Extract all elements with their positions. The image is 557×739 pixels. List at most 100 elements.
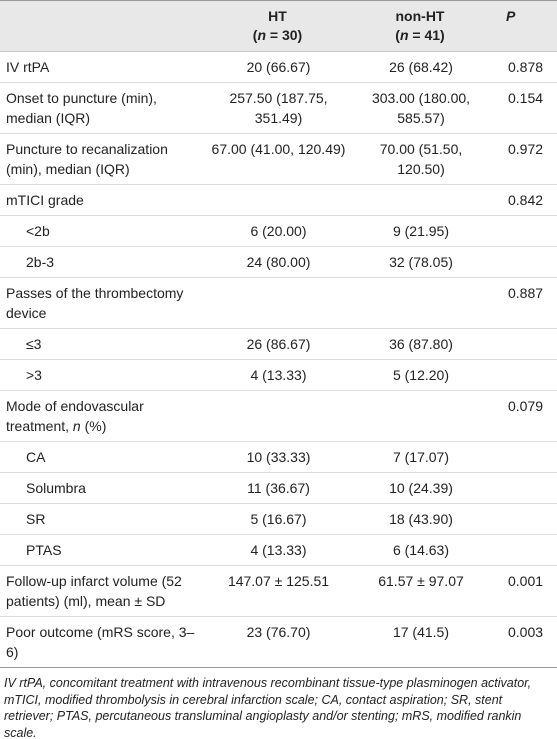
footnote: IV rtPA, concomitant treatment with intr… [4,676,532,739]
row-label: IV rtPA [0,51,205,83]
table-cell: 23 (76.70) [205,616,350,668]
table-cell [205,390,350,442]
text-segment: n [399,27,409,43]
table-cell [350,277,490,329]
table-cell [490,503,557,535]
row-label: ≤3 [0,328,205,360]
header-cell: non-HT (n = 41) [350,0,490,52]
table-cell: 6 (20.00) [205,215,350,247]
table-cell: 147.07 ± 125.51 [205,565,350,617]
row-label: Mode of endovascular treatment, n (%) [0,390,205,442]
table-cell: 26 (68.42) [350,51,490,83]
table-cell [205,184,350,216]
sub-row: 2b-3 24 (80.00) 32 (78.05) [0,246,557,278]
row-label: Puncture to recanalization (min), median… [0,133,205,185]
row-label: Follow-up infarct volume (52 patients) (… [0,565,205,617]
table-cell: 4 (13.33) [205,534,350,566]
text-segment: n [72,418,81,434]
column-name: HT [268,8,287,24]
table-cell: 0.003 [490,616,557,668]
row-label: mTICI grade [0,184,205,216]
text-segment: = 41) [408,27,445,43]
table-row: Passes of the thrombectomy device 0.887 [0,277,557,329]
data-table: HT (n = 30) non-HT (n = 41) P IV rtPA 20 (66.… [0,0,557,668]
sub-row: ≤3 26 (86.67) 36 (87.80) [0,328,557,360]
table-cell [490,328,557,360]
column-n: (n = 30) [209,26,346,45]
table-row: Puncture to recanalization (min), median… [0,133,557,185]
table-cell: 17 (41.5) [350,616,490,668]
table-row: Mode of endovascular treatment, n (%) 0.0… [0,390,557,442]
row-label: 2b-3 [0,246,205,278]
table-row: mTICI grade 0.842 [0,184,557,216]
column-name: P [506,8,516,24]
text-segment: n [257,27,267,43]
table-row: IV rtPA 20 (66.67) 26 (68.42) 0.878 [0,51,557,83]
text-segment: ( [395,27,400,43]
sub-row: PTAS 4 (13.33) 6 (14.63) [0,534,557,566]
table-cell: 20 (66.67) [205,51,350,83]
header-cell: HT (n = 30) [205,0,350,52]
table-cell: 67.00 (41.00, 120.49) [205,133,350,185]
row-label: CA [0,441,205,473]
table-cell [490,359,557,391]
table-cell: 9 (21.95) [350,215,490,247]
table-cell: 0.842 [490,184,557,216]
table-cell: 0.972 [490,133,557,185]
table-cell: 5 (16.67) [205,503,350,535]
header-cell: P [490,0,557,52]
text-segment: ( [252,27,258,43]
table-cell: 4 (13.33) [205,359,350,391]
table-cell: 0.878 [490,51,557,83]
table-cell: 11 (36.67) [205,472,350,504]
table-cell: 0.001 [490,565,557,617]
table-cell: 18 (43.90) [350,503,490,535]
table-cell: 5 (12.20) [350,359,490,391]
table-cell: 36 (87.80) [350,328,490,360]
table-cell [350,390,490,442]
table-cell [350,184,490,216]
sub-row: CA 10 (33.33) 7 (17.07) [0,441,557,473]
text-segment: (%) [80,418,107,434]
table-body: IV rtPA 20 (66.67) 26 (68.42) 0.878 Onset to… [0,51,557,668]
row-label: Onset to puncture (min), median (IQR) [0,82,205,134]
text-segment: = 30) [266,27,303,43]
table-cell: 61.57 ± 97.07 [350,565,490,617]
column-n: (n = 41) [354,26,486,45]
table-cell: 7 (17.07) [350,441,490,473]
table-cell: 0.887 [490,277,557,329]
row-label: Poor outcome (mRS score, 3–6) [0,616,205,668]
row-label: <2b [0,215,205,247]
row-label: Solumbra [0,472,205,504]
table-cell: 10 (33.33) [205,441,350,473]
header-cell [0,0,205,52]
table-cell: 257.50 (187.75, 351.49) [205,82,350,134]
header-row: HT (n = 30) non-HT (n = 41) P [0,0,557,52]
row-label: >3 [0,359,205,391]
column-name: non-HT [395,8,445,24]
table-cell: 26 (86.67) [205,328,350,360]
table-cell: 10 (24.39) [350,472,490,504]
table-cell: 70.00 (51.50, 120.50) [350,133,490,185]
sub-row: SR 5 (16.67) 18 (43.90) [0,503,557,535]
sub-row: Solumbra 11 (36.67) 10 (24.39) [0,472,557,504]
text-segment: Mode of endovascular treatment, [6,398,144,434]
table-cell: 24 (80.00) [205,246,350,278]
table-cell: 0.079 [490,390,557,442]
table-cell [490,472,557,504]
table-cell [205,277,350,329]
row-label: Passes of the thrombectomy device [0,277,205,329]
table-cell: 32 (78.05) [350,246,490,278]
table-row: Follow-up infarct volume (52 patients) (… [0,565,557,617]
table-cell: 6 (14.63) [350,534,490,566]
table-row: Poor outcome (mRS score, 3–6) 23 (76.70) 1… [0,616,557,668]
row-label: PTAS [0,534,205,566]
sub-row: >3 4 (13.33) 5 (12.20) [0,359,557,391]
sub-row: <2b 6 (20.00) 9 (21.95) [0,215,557,247]
table-cell [490,246,557,278]
table-cell [490,215,557,247]
table-cell: 0.154 [490,82,557,134]
table-row: Onset to puncture (min), median (IQR) 257… [0,82,557,134]
table-cell [490,534,557,566]
